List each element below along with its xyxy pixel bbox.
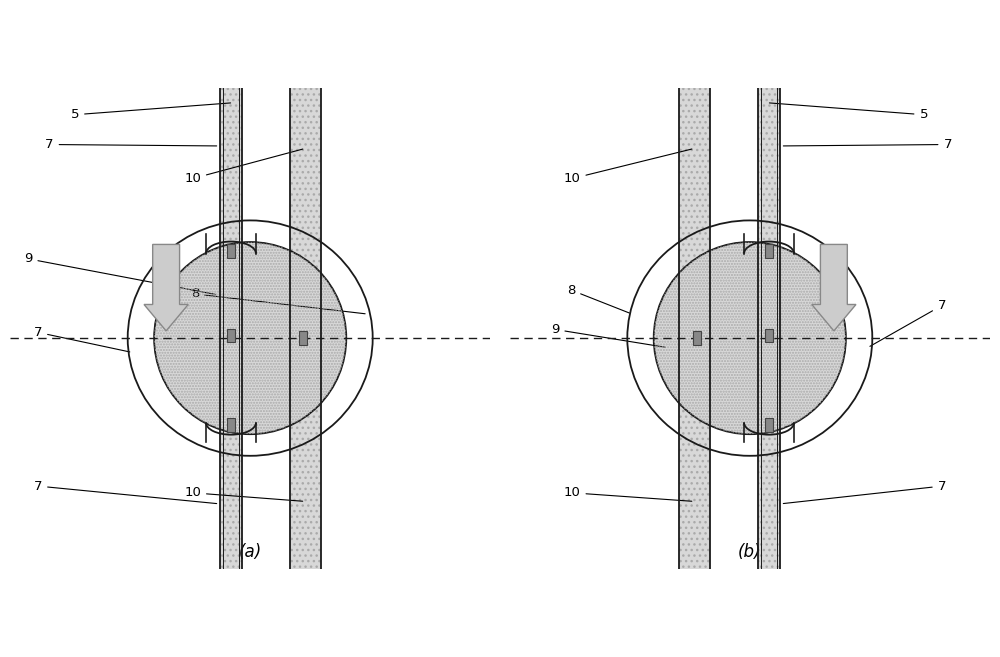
- Text: 5: 5: [71, 103, 231, 122]
- Text: 10: 10: [564, 149, 692, 185]
- Bar: [765, 329, 773, 342]
- Text: (a): (a): [239, 543, 262, 562]
- Text: 9: 9: [551, 323, 665, 348]
- Text: 7: 7: [34, 326, 130, 352]
- Text: 5: 5: [769, 103, 928, 122]
- Bar: [227, 244, 235, 258]
- Bar: [220, 88, 242, 569]
- Text: 7: 7: [870, 299, 946, 346]
- Text: 7: 7: [34, 480, 217, 503]
- Circle shape: [654, 242, 846, 434]
- Bar: [220, 88, 242, 569]
- Text: (b): (b): [738, 543, 762, 562]
- Polygon shape: [812, 244, 856, 331]
- Bar: [299, 331, 307, 345]
- Text: 7: 7: [783, 480, 946, 503]
- Bar: [227, 419, 235, 432]
- Bar: [758, 88, 780, 569]
- Text: 8: 8: [191, 287, 365, 314]
- Bar: [765, 419, 773, 432]
- Bar: [693, 331, 701, 345]
- Polygon shape: [144, 244, 188, 331]
- Bar: [679, 88, 710, 569]
- Text: 10: 10: [184, 149, 303, 185]
- Circle shape: [154, 242, 346, 434]
- Text: 8: 8: [567, 284, 630, 313]
- Text: 10: 10: [564, 486, 692, 501]
- Text: 9: 9: [24, 252, 215, 294]
- Text: 10: 10: [184, 486, 303, 501]
- Bar: [290, 88, 321, 569]
- Bar: [758, 88, 780, 569]
- Bar: [679, 88, 710, 569]
- Bar: [765, 244, 773, 258]
- Text: 7: 7: [45, 138, 217, 151]
- Bar: [227, 329, 235, 342]
- Bar: [290, 88, 321, 569]
- Text: 7: 7: [783, 138, 952, 151]
